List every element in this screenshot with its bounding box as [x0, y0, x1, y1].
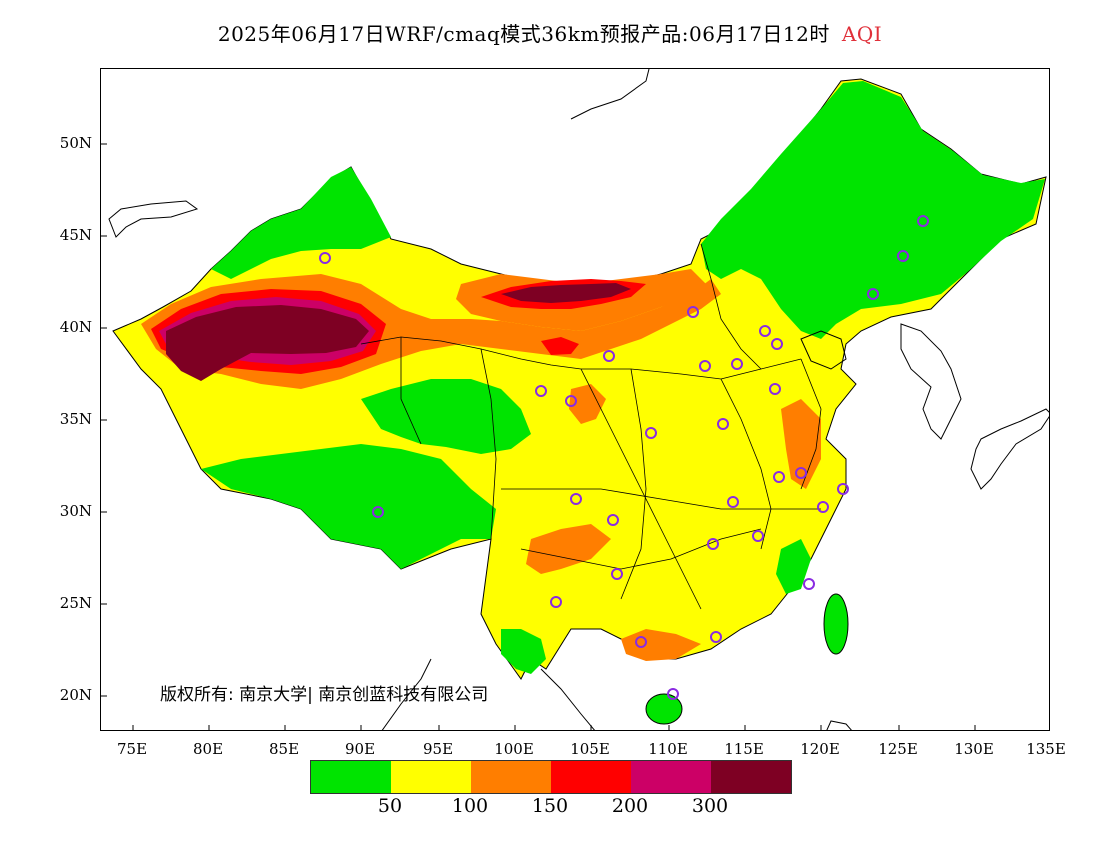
- station-marker: [699, 360, 711, 372]
- legend-tick-200: 200: [611, 795, 649, 817]
- aqi-legend-bar: [310, 760, 792, 794]
- lat-label-20n: 20N: [59, 686, 92, 704]
- station-marker: [897, 250, 909, 262]
- green-zone-northeast: [701, 81, 1045, 339]
- station-marker: [795, 467, 807, 479]
- station-marker: [837, 483, 849, 495]
- orange-zone-sichuan: [526, 524, 611, 574]
- green-zone-xinjiang-north: [211, 167, 391, 279]
- green-zone-tibet-west: [201, 444, 496, 569]
- lon-label-115e: 115E: [724, 740, 764, 758]
- station-marker: [603, 350, 615, 362]
- title-variable: AQI: [841, 22, 883, 46]
- station-marker: [752, 530, 764, 542]
- orange-zone-central: [569, 384, 606, 424]
- station-marker: [319, 252, 331, 264]
- map-svg: [101, 69, 1049, 730]
- lat-label-45n: 45N: [59, 226, 92, 244]
- legend-tick-100: 100: [451, 795, 489, 817]
- lon-label-80e: 80E: [192, 740, 224, 758]
- lon-label-120e: 120E: [800, 740, 840, 758]
- lon-label-95e: 95E: [422, 740, 454, 758]
- title-text: 2025年06月17日WRF/cmaq模式36km预报产品:06月17日12时: [217, 22, 830, 46]
- lat-label-50n: 50N: [59, 134, 92, 152]
- lat-label-35n: 35N: [59, 410, 92, 428]
- bay-bohai: [800, 330, 847, 370]
- lon-label-75e: 75E: [116, 740, 148, 758]
- japan-outline: [970, 408, 1049, 490]
- hainan: [645, 693, 683, 725]
- legend-tick-50: 50: [377, 795, 403, 817]
- station-marker: [867, 288, 879, 300]
- red-spot-ordos: [541, 337, 579, 355]
- lon-label-90e: 90E: [344, 740, 376, 758]
- station-marker: [535, 385, 547, 397]
- lon-label-110e: 110E: [648, 740, 688, 758]
- copyright-notice: 版权所有: 南京大学| 南京创蓝科技有限公司: [160, 685, 489, 705]
- lon-label-100e: 100E: [494, 740, 534, 758]
- station-marker: [667, 688, 679, 700]
- station-marker: [611, 568, 623, 580]
- legend-tick-150: 150: [531, 795, 569, 817]
- lon-label-130e: 130E: [954, 740, 994, 758]
- lon-label-125e: 125E: [878, 740, 918, 758]
- legend-swatch-moderate: [391, 761, 471, 793]
- lat-label-30n: 30N: [59, 502, 92, 520]
- station-marker: [771, 338, 783, 350]
- station-marker: [727, 496, 739, 508]
- maroon-zone-tarim: [166, 305, 369, 381]
- taiwan: [823, 593, 849, 655]
- green-zone-south: [501, 629, 546, 674]
- maroon-zone-gobi: [501, 283, 631, 303]
- caspian-outline: [108, 200, 199, 238]
- station-marker: [687, 306, 699, 318]
- philippines-outline: [826, 720, 852, 730]
- station-marker: [645, 427, 657, 439]
- lon-label-85e: 85E: [268, 740, 300, 758]
- green-zone-qinghai: [361, 379, 531, 454]
- station-marker: [710, 631, 722, 643]
- station-marker: [817, 501, 829, 513]
- station-marker: [717, 418, 729, 430]
- orange-zone-yangtze: [781, 399, 821, 489]
- myanmar-outline: [381, 658, 432, 730]
- legend-swatch-unhealthy: [551, 761, 631, 793]
- station-marker: [550, 596, 562, 608]
- station-marker: [372, 506, 384, 518]
- korea-outline: [900, 323, 962, 440]
- station-marker: [607, 514, 619, 526]
- station-marker: [769, 383, 781, 395]
- legend-swatch-very-unhealthy: [631, 761, 711, 793]
- legend-swatch-good: [311, 761, 391, 793]
- station-marker: [803, 578, 815, 590]
- station-marker: [773, 471, 785, 483]
- station-marker: [759, 325, 771, 337]
- frame-ticks: [101, 143, 976, 730]
- indochina-outline: [540, 668, 595, 730]
- lat-label-40n: 40N: [59, 318, 92, 336]
- green-zones: [201, 81, 1045, 725]
- sakhalin-outline: [570, 69, 650, 120]
- station-marker: [570, 493, 582, 505]
- legend-swatch-unhealthy-sensitive: [471, 761, 551, 793]
- legend-swatch-hazardous: [711, 761, 791, 793]
- lat-label-25n: 25N: [59, 594, 92, 612]
- station-marker: [731, 358, 743, 370]
- station-marker: [917, 215, 929, 227]
- legend-tick-300: 300: [691, 795, 729, 817]
- green-zone-fujian: [776, 539, 811, 594]
- aqi-map: [100, 68, 1050, 731]
- map-title: 2025年06月17日WRF/cmaq模式36km预报产品:06月17日12时 A…: [0, 18, 1100, 47]
- lon-label-135e: 135E: [1026, 740, 1066, 758]
- lon-label-105e: 105E: [570, 740, 610, 758]
- neighbor-outlines: [108, 69, 1049, 730]
- province-borders: [360, 243, 822, 610]
- station-markers: [319, 215, 929, 700]
- station-marker: [635, 636, 647, 648]
- station-marker: [565, 395, 577, 407]
- station-marker: [707, 538, 719, 550]
